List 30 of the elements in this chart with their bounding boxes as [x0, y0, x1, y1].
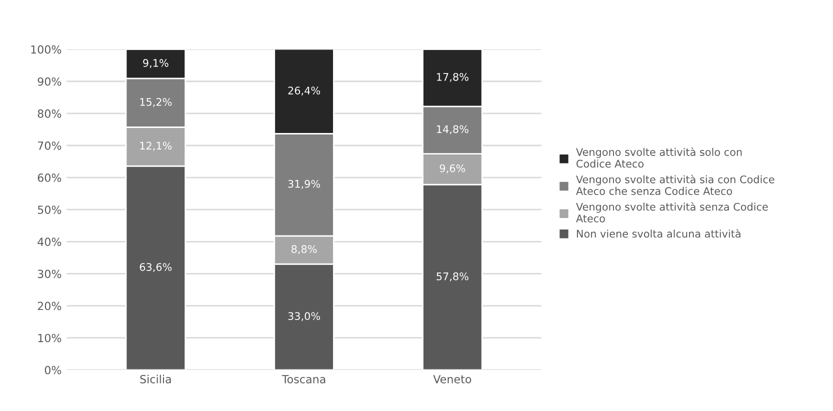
data-label: 9,6% [440, 164, 466, 174]
y-tick-label: 30% [38, 270, 62, 278]
data-label: 63,6% [140, 263, 172, 272]
x-tick-label: Sicilia [140, 374, 171, 384]
data-label: 17,8% [437, 72, 468, 82]
y-tick-label: 60% [38, 174, 62, 182]
data-label: 31,9% [288, 180, 320, 189]
y-tick-label: 40% [38, 238, 62, 246]
data-label: 33,0% [288, 312, 320, 322]
legend-label: Vengono svolte attività sia con Codice Ateco che senza Codice Ateco [576, 174, 774, 195]
y-tick-label: 80% [38, 109, 62, 118]
data-label: 8,8% [292, 245, 317, 254]
y-tick-label: 10% [38, 334, 62, 342]
legend-label: Vengono svolte attività solo con Codice Ateco [576, 147, 742, 168]
y-tick-label: 70% [38, 141, 62, 150]
y-tick-label: 100% [31, 45, 62, 54]
data-label: 14,8% [437, 125, 468, 134]
data-label: 15,2% [140, 98, 172, 107]
x-tick-label: Toscana [282, 375, 326, 384]
y-tick-label: 90% [38, 77, 62, 86]
data-label: 9,1% [143, 59, 168, 68]
data-label: 12,1% [140, 142, 172, 151]
y-tick-label: 20% [38, 302, 62, 310]
x-tick-label: Veneto [433, 375, 472, 384]
data-label: 57,8% [436, 272, 468, 282]
y-tick-label: 0% [44, 366, 62, 374]
legend-label: Vengono svolte attività senza Codice Ateco [576, 202, 768, 222]
y-tick-label: 50% [38, 206, 62, 214]
data-label: 26,4% [288, 86, 320, 96]
legend-label: Non viene svolta alcuna attività [576, 229, 740, 238]
